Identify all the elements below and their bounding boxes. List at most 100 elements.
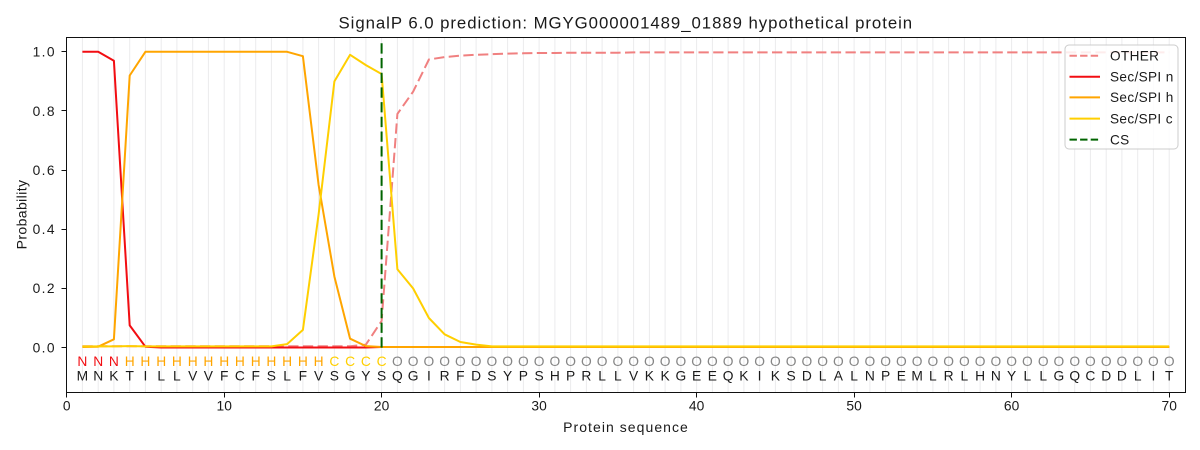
svg-text:O: O xyxy=(707,354,718,369)
svg-text:O: O xyxy=(991,354,1002,369)
svg-text:F: F xyxy=(220,369,228,384)
svg-text:O: O xyxy=(392,354,403,369)
svg-text:Y: Y xyxy=(503,369,512,384)
svg-text:O: O xyxy=(518,354,529,369)
svg-text:O: O xyxy=(1148,354,1159,369)
svg-text:O: O xyxy=(975,354,986,369)
svg-text:O: O xyxy=(1022,354,1033,369)
svg-text:O: O xyxy=(581,354,592,369)
svg-text:O: O xyxy=(628,354,639,369)
svg-text:E: E xyxy=(692,369,701,384)
svg-text:H: H xyxy=(251,354,261,369)
svg-text:S: S xyxy=(330,369,339,384)
svg-text:Sec/SPI n: Sec/SPI n xyxy=(1110,69,1174,84)
svg-text:M: M xyxy=(77,369,89,384)
svg-text:H: H xyxy=(975,369,985,384)
svg-text:0.2: 0.2 xyxy=(33,281,56,296)
svg-text:L: L xyxy=(819,369,827,384)
svg-text:A: A xyxy=(834,369,844,384)
svg-text:70: 70 xyxy=(1162,399,1178,414)
svg-text:60: 60 xyxy=(1004,399,1020,414)
svg-text:D: D xyxy=(471,369,481,384)
svg-text:O: O xyxy=(613,354,624,369)
svg-text:O: O xyxy=(691,354,702,369)
svg-text:L: L xyxy=(173,369,181,384)
svg-text:H: H xyxy=(203,354,213,369)
svg-text:O: O xyxy=(770,354,781,369)
svg-text:O: O xyxy=(1054,354,1065,369)
svg-text:O: O xyxy=(1038,354,1049,369)
svg-text:50: 50 xyxy=(846,399,862,414)
svg-text:N: N xyxy=(865,369,875,384)
svg-text:H: H xyxy=(156,354,166,369)
svg-text:K: K xyxy=(771,369,781,384)
svg-text:I: I xyxy=(143,369,147,384)
svg-text:N: N xyxy=(991,369,1001,384)
svg-text:O: O xyxy=(439,354,450,369)
svg-text:Probability: Probability xyxy=(14,180,30,250)
svg-text:C: C xyxy=(329,354,339,369)
svg-text:K: K xyxy=(645,369,655,384)
svg-text:I: I xyxy=(758,369,762,384)
svg-text:H: H xyxy=(219,354,229,369)
svg-text:O: O xyxy=(502,354,513,369)
svg-text:L: L xyxy=(1134,369,1142,384)
svg-text:Protein sequence: Protein sequence xyxy=(563,419,689,435)
svg-text:Q: Q xyxy=(1069,369,1080,384)
svg-text:SignalP 6.0 prediction: MGYG00: SignalP 6.0 prediction: MGYG000001489_01… xyxy=(339,14,914,33)
svg-text:20: 20 xyxy=(374,399,390,414)
svg-text:N: N xyxy=(77,354,87,369)
svg-text:H: H xyxy=(125,354,135,369)
svg-text:O: O xyxy=(597,354,608,369)
svg-text:S: S xyxy=(487,369,496,384)
svg-text:0.8: 0.8 xyxy=(33,104,56,119)
svg-text:P: P xyxy=(519,369,528,384)
svg-text:L: L xyxy=(283,369,291,384)
svg-text:O: O xyxy=(896,354,907,369)
svg-text:L: L xyxy=(1039,369,1047,384)
svg-text:N: N xyxy=(93,354,103,369)
svg-text:O: O xyxy=(959,354,970,369)
svg-text:O: O xyxy=(424,354,435,369)
svg-text:O: O xyxy=(534,354,545,369)
svg-text:R: R xyxy=(581,369,591,384)
svg-text:O: O xyxy=(817,354,828,369)
svg-text:O: O xyxy=(1132,354,1143,369)
svg-text:S: S xyxy=(267,369,276,384)
svg-text:G: G xyxy=(1054,369,1065,384)
svg-text:30: 30 xyxy=(531,399,547,414)
svg-text:D: D xyxy=(802,369,812,384)
svg-text:0.4: 0.4 xyxy=(33,222,56,237)
svg-text:O: O xyxy=(786,354,797,369)
svg-text:I: I xyxy=(1151,369,1155,384)
svg-text:I: I xyxy=(427,369,431,384)
svg-text:H: H xyxy=(314,354,324,369)
svg-text:10: 10 xyxy=(217,399,233,414)
svg-text:O: O xyxy=(723,354,734,369)
svg-text:V: V xyxy=(629,369,639,384)
svg-text:Q: Q xyxy=(392,369,403,384)
svg-text:1.0: 1.0 xyxy=(33,45,56,60)
svg-text:O: O xyxy=(754,354,765,369)
svg-text:D: D xyxy=(1117,369,1127,384)
svg-text:R: R xyxy=(944,369,954,384)
svg-text:Sec/SPI h: Sec/SPI h xyxy=(1110,90,1174,105)
svg-text:H: H xyxy=(188,354,198,369)
svg-text:V: V xyxy=(204,369,214,384)
svg-text:O: O xyxy=(802,354,813,369)
svg-text:L: L xyxy=(961,369,969,384)
svg-text:G: G xyxy=(676,369,687,384)
svg-text:C: C xyxy=(377,354,387,369)
svg-text:O: O xyxy=(644,354,655,369)
svg-text:K: K xyxy=(660,369,670,384)
svg-text:H: H xyxy=(172,354,182,369)
svg-text:K: K xyxy=(739,369,749,384)
svg-text:H: H xyxy=(235,354,245,369)
svg-text:M: M xyxy=(911,369,923,384)
svg-text:O: O xyxy=(565,354,576,369)
svg-text:O: O xyxy=(676,354,687,369)
svg-text:0: 0 xyxy=(63,399,71,414)
svg-text:Q: Q xyxy=(723,369,734,384)
svg-text:F: F xyxy=(456,369,464,384)
svg-text:O: O xyxy=(865,354,876,369)
